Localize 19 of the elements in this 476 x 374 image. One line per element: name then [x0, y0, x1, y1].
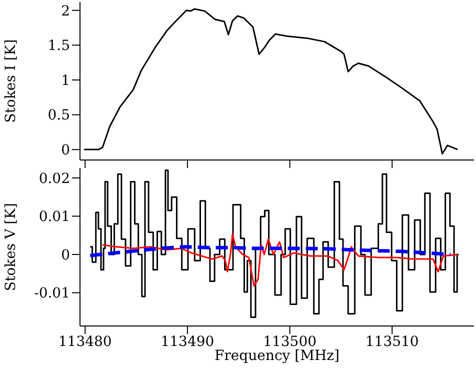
y-axis-title: Stokes I [K] [2, 39, 19, 123]
y-tick-label: 0 [61, 142, 70, 159]
y-tick-label: -0.01 [34, 286, 70, 302]
y-tick-label: 0.01 [38, 209, 70, 226]
x-tick-label: 113480 [58, 334, 112, 350]
x-tick-label: 113510 [365, 334, 419, 350]
y-tick-label: 1.5 [48, 38, 70, 54]
line-series [83, 8, 458, 154]
line-series [88, 245, 452, 258]
y-tick-label: 0.02 [38, 170, 70, 187]
y-tick-label: 0.5 [48, 108, 70, 124]
x-axis-title: Frequency [MHz] [214, 348, 340, 364]
line-series [102, 233, 458, 287]
y-axis-title: Stokes V [K] [2, 203, 19, 291]
y-tick-label: 1 [61, 72, 70, 89]
y-tick-label: 0 [61, 247, 70, 264]
x-tick-label: 113500 [263, 334, 317, 350]
y-tick-label: 2 [61, 3, 70, 20]
x-tick-label: 113490 [160, 334, 214, 350]
